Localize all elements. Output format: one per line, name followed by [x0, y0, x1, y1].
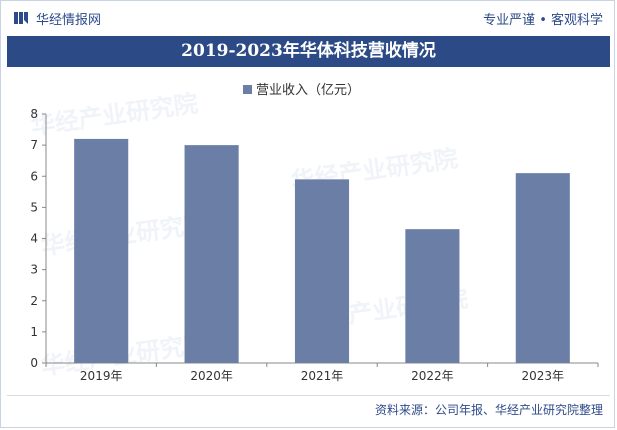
tagline: 专业严谨 • 客观科学 [483, 13, 603, 28]
logo-icon [14, 12, 28, 24]
y-tick-label: 5 [30, 200, 38, 214]
brand-name: 华经情报网 [36, 13, 102, 28]
header-bar: 华经情报网 专业严谨 • 客观科学 [0, 0, 617, 34]
legend-label: 营业收入（亿元） [256, 83, 360, 98]
bar [74, 138, 129, 363]
y-tick-label: 4 [30, 232, 38, 246]
x-tick-label: 2022年 [411, 369, 454, 383]
bar [294, 179, 350, 363]
bar [405, 229, 460, 363]
y-tick-label: 0 [30, 356, 38, 370]
y-tick-label: 6 [30, 169, 38, 183]
source-note: 资料来源：公司年报、华经产业研究院整理 [374, 403, 603, 417]
x-tick-label: 2021年 [301, 369, 344, 383]
y-tick-label: 1 [30, 325, 38, 339]
chart-title: 2019-2023年华体科技营收情况 [181, 41, 436, 61]
footer-divider [7, 395, 610, 396]
y-tick-label: 3 [30, 263, 38, 277]
bar [184, 145, 239, 363]
x-tick-label: 2023年 [522, 369, 565, 383]
y-tick-label: 7 [30, 138, 38, 152]
x-tick-label: 2019年 [80, 369, 123, 383]
title-bar: 2019-2023年华体科技营收情况 [7, 36, 610, 67]
y-tick-label: 2 [30, 294, 38, 308]
x-tick-label: 2020年 [190, 369, 233, 383]
bar-chart: 营业收入（亿元） 0 1 2 3 4 5 6 7 8 2019年 2020年 2021年 2022年 202… [30, 83, 599, 383]
legend-swatch [243, 85, 252, 94]
bar [515, 173, 570, 363]
y-tick-label: 8 [30, 107, 38, 121]
